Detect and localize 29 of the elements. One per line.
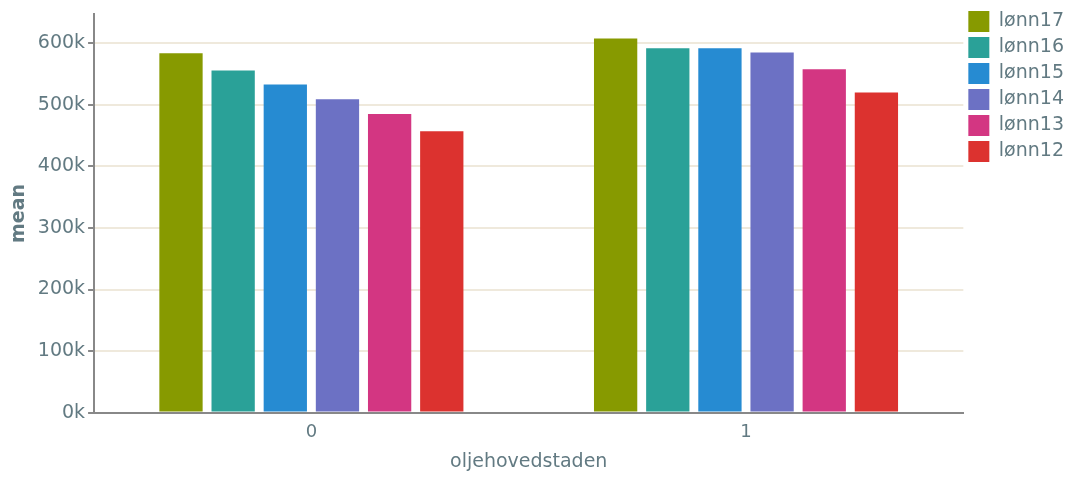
bar <box>159 53 203 412</box>
bar <box>420 131 464 412</box>
legend-label: lønn14 <box>998 86 1065 109</box>
legend-label: lønn15 <box>998 60 1065 83</box>
bar <box>367 114 412 412</box>
x-tick-label: 0 <box>305 420 318 442</box>
y-tick-label: 500k <box>37 91 86 114</box>
bar <box>802 69 846 412</box>
bar <box>315 99 360 412</box>
bar <box>698 48 742 412</box>
y-tick-label: 600k <box>37 30 86 53</box>
y-axis-title: mean <box>6 183 29 244</box>
legend-label: lønn13 <box>998 112 1065 135</box>
x-tick-label: 1 <box>740 420 752 442</box>
bar <box>854 92 899 412</box>
legend-label: lønn17 <box>998 8 1065 31</box>
y-tick-label: 0k <box>61 399 86 422</box>
y-tick-label: 100k <box>37 337 86 360</box>
y-tick-label: 300k <box>37 214 86 237</box>
legend-label: lønn12 <box>998 138 1065 161</box>
legend-label: lønn16 <box>998 34 1065 57</box>
bar <box>646 48 690 412</box>
bar <box>211 70 255 412</box>
x-axis-title: oljehovedstaden <box>450 448 608 471</box>
bar <box>263 84 307 412</box>
bar <box>750 52 794 412</box>
y-tick-label: 400k <box>37 153 86 176</box>
y-tick-label: 200k <box>37 276 86 299</box>
bar <box>593 38 638 412</box>
